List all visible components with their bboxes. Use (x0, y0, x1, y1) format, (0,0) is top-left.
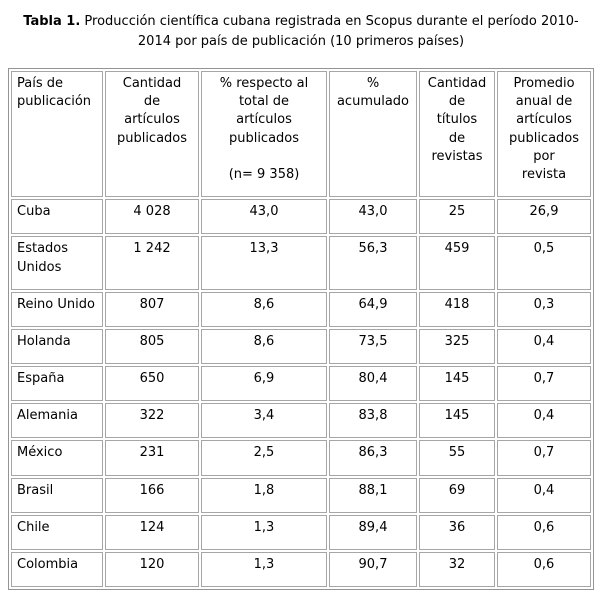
country-cell: Alemania (11, 403, 103, 439)
table-row: Holanda 805 8,6 73,5 325 0,4 (11, 328, 591, 365)
value-cell: 0,4 (497, 328, 591, 365)
value-cell: 0,4 (497, 477, 591, 513)
country-cell: Reino Unido (11, 291, 103, 327)
table-row: Colombia 120 1,3 90,7 32 0,6 (11, 552, 591, 588)
value-cell: 322 (105, 403, 199, 439)
value-cell: 90,7 (329, 552, 417, 588)
country-cell: España (11, 366, 103, 402)
value-cell: 56,3 (329, 236, 417, 290)
table-row: Chile 124 1,3 89,4 36 0,6 (11, 514, 591, 550)
country-cell: México (11, 440, 103, 476)
value-cell: 650 (105, 366, 199, 402)
value-cell: 36 (419, 514, 495, 550)
table-row: Estados Unidos 1 242 13,3 56,3 459 0,5 (11, 236, 591, 290)
value-cell: 69 (419, 477, 495, 513)
value-cell: 124 (105, 514, 199, 550)
value-cell: 89,4 (329, 514, 417, 550)
table-caption-text: Producción científica cubana registrada … (80, 14, 579, 49)
value-cell: 805 (105, 328, 199, 365)
value-cell: 86,3 (329, 440, 417, 476)
value-cell: 166 (105, 477, 199, 513)
value-cell: 26,9 (497, 199, 591, 235)
value-cell: 0,3 (497, 291, 591, 327)
value-cell: 0,6 (497, 514, 591, 550)
table-caption-label: Tabla 1. (23, 14, 81, 29)
value-cell: 0,6 (497, 552, 591, 588)
data-table: País de publicación Cantidad de artículo… (8, 68, 594, 591)
value-cell: 1 242 (105, 236, 199, 290)
table-row: Reino Unido 807 8,6 64,9 418 0,3 (11, 291, 591, 327)
value-cell: 0,5 (497, 236, 591, 290)
value-cell: 145 (419, 403, 495, 439)
value-cell: 0,7 (497, 440, 591, 476)
value-cell: 55 (419, 440, 495, 476)
value-cell: 73,5 (329, 328, 417, 365)
value-cell: 32 (419, 552, 495, 588)
value-cell: 2,5 (201, 440, 327, 476)
country-cell: Cuba (11, 199, 103, 235)
country-cell: Estados Unidos (11, 236, 103, 290)
value-cell: 88,1 (329, 477, 417, 513)
value-cell: 64,9 (329, 291, 417, 327)
header-row: País de publicación Cantidad de artículo… (11, 71, 591, 198)
value-cell: 8,6 (201, 291, 327, 327)
value-cell: 13,3 (201, 236, 327, 290)
value-cell: 83,8 (329, 403, 417, 439)
value-cell: 1,3 (201, 552, 327, 588)
value-cell: 80,4 (329, 366, 417, 402)
header-cantidad-articulos: Cantidad de artículos publicados (105, 71, 199, 198)
country-cell: Brasil (11, 477, 103, 513)
value-cell: 3,4 (201, 403, 327, 439)
value-cell: 231 (105, 440, 199, 476)
value-cell: 459 (419, 236, 495, 290)
value-cell: 0,4 (497, 403, 591, 439)
value-cell: 25 (419, 199, 495, 235)
value-cell: 8,6 (201, 328, 327, 365)
value-cell: 418 (419, 291, 495, 327)
value-cell: 1,3 (201, 514, 327, 550)
table-row: Cuba 4 028 43,0 43,0 25 26,9 (11, 199, 591, 235)
header-promedio-anual: Promedio anual de artículos publicados p… (497, 71, 591, 198)
country-cell: Chile (11, 514, 103, 550)
value-cell: 6,9 (201, 366, 327, 402)
value-cell: 43,0 (329, 199, 417, 235)
table-row: España 650 6,9 80,4 145 0,7 (11, 366, 591, 402)
value-cell: 145 (419, 366, 495, 402)
value-cell: 1,8 (201, 477, 327, 513)
value-cell: 43,0 (201, 199, 327, 235)
value-cell: 4 028 (105, 199, 199, 235)
header-pais-de-publicacion: País de publicación (11, 71, 103, 198)
value-cell: 120 (105, 552, 199, 588)
header-cantidad-titulos-revistas: Cantidad de títulos de revistas (419, 71, 495, 198)
table-row: Brasil 166 1,8 88,1 69 0,4 (11, 477, 591, 513)
country-cell: Colombia (11, 552, 103, 588)
value-cell: 325 (419, 328, 495, 365)
header-porcentaje-acumulado: % acumulado (329, 71, 417, 198)
table-row: Alemania 322 3,4 83,8 145 0,4 (11, 403, 591, 439)
country-cell: Holanda (11, 328, 103, 365)
table-caption: Tabla 1. Producción científica cubana re… (8, 12, 594, 52)
header-porcentaje-respecto-total: % respecto al total de artículos publica… (201, 71, 327, 198)
table-row: México 231 2,5 86,3 55 0,7 (11, 440, 591, 476)
value-cell: 807 (105, 291, 199, 327)
value-cell: 0,7 (497, 366, 591, 402)
